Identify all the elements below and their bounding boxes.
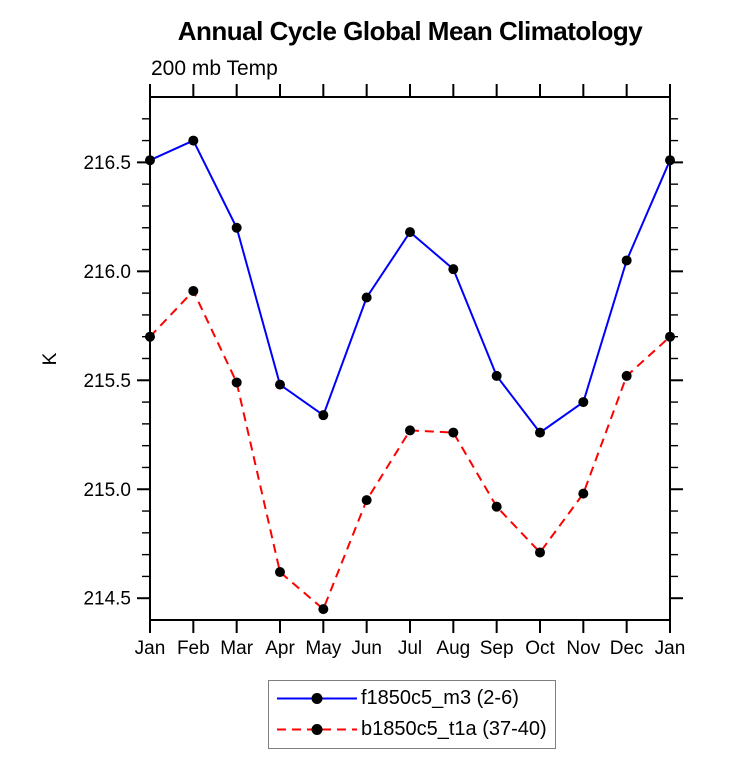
svg-text:Aug: Aug [436,638,470,659]
legend-item: f1850c5_m3 (2-6) [269,683,555,714]
svg-text:215.5: 215.5 [83,371,131,392]
svg-text:Jul: Jul [398,638,422,659]
svg-text:Mar: Mar [220,638,253,659]
svg-text:Feb: Feb [177,638,210,659]
legend-label: f1850c5_m3 (2-6) [361,687,519,709]
chart-subtitle: 200 mb Temp [151,57,278,80]
svg-text:Jan: Jan [135,638,166,659]
svg-text:May: May [305,638,341,659]
svg-text:216.5: 216.5 [83,153,131,174]
legend-line-sample-dashed [277,724,357,735]
svg-text:Nov: Nov [566,638,600,659]
legend: f1850c5_m3 (2-6) b1850c5_t1a (37-40) [268,680,556,749]
chart-title: Annual Cycle Global Mean Climatology [177,16,643,46]
svg-text:215.0: 215.0 [83,480,131,501]
svg-text:Sep: Sep [480,638,514,659]
svg-text:Jun: Jun [351,638,382,659]
svg-text:216.0: 216.0 [83,262,131,283]
svg-text:Jan: Jan [655,638,686,659]
svg-text:Oct: Oct [525,638,555,659]
svg-text:Dec: Dec [610,638,644,659]
legend-line-sample-solid [277,693,357,704]
svg-text:Apr: Apr [265,638,295,659]
legend-label: b1850c5_t1a (37-40) [361,718,547,740]
svg-text:214.5: 214.5 [83,589,131,610]
legend-item: b1850c5_t1a (37-40) [269,714,555,745]
